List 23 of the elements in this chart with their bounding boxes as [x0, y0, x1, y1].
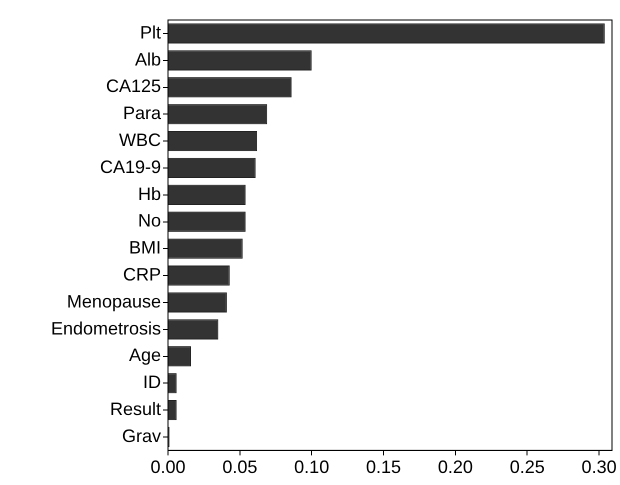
x-tick-label: 0.00 [150, 457, 186, 478]
y-tick-label: Age [128, 345, 161, 366]
x-tick-label: 0.15 [366, 457, 402, 478]
y-tick-label: Endometrosis [50, 318, 161, 338]
y-tick-label: ID [143, 372, 161, 392]
x-tick-label: 0.05 [222, 457, 258, 478]
x-tick-label: 0.20 [438, 457, 473, 478]
y-tick-label: Alb [134, 49, 161, 70]
y-tick-label: CRP [122, 264, 161, 285]
y-tick-label: CA19-9 [100, 156, 161, 177]
y-tick-label: No [138, 210, 161, 231]
x-tick-label: 0.25 [510, 457, 545, 478]
x-tick-label: 0.30 [582, 457, 617, 478]
y-tick-label: Result [110, 399, 161, 420]
y-tick-label: WBC [119, 130, 161, 150]
y-tick-label: Para [122, 103, 162, 124]
x-tick-label: 0.10 [294, 457, 330, 478]
y-tick-label: BMI [128, 238, 161, 258]
y-tick-label: Menopause [66, 291, 161, 312]
y-tick-label: Hb [138, 184, 161, 204]
y-tick-label: Grav [122, 426, 161, 446]
y-tick-label: CA125 [106, 76, 161, 96]
y-tick-label: Plt [140, 22, 161, 42]
